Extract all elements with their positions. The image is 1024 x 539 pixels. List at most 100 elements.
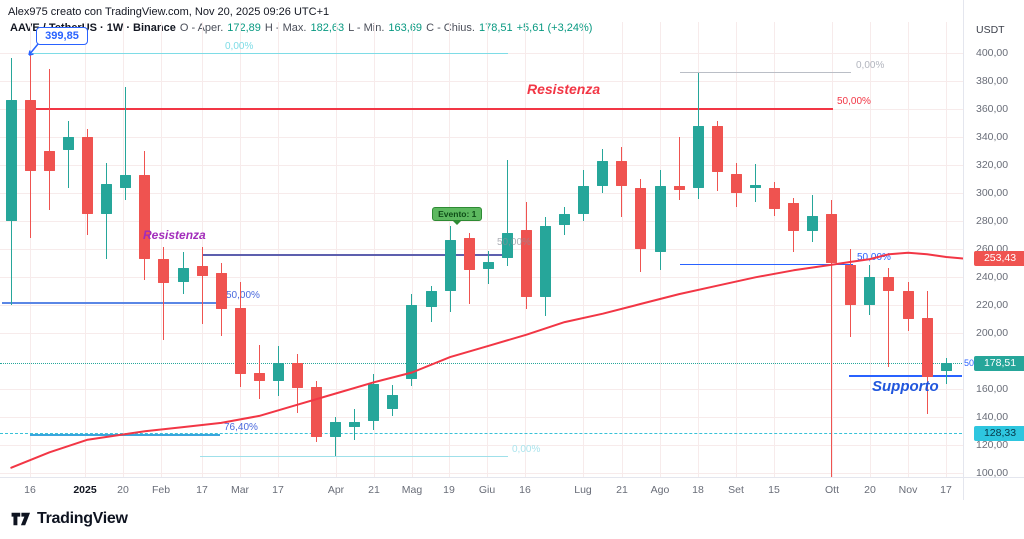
line-last-price-line[interactable] (0, 362, 962, 364)
price-tick-label: 380,00 (976, 75, 1009, 88)
candle[interactable] (807, 215, 819, 232)
candle[interactable] (597, 161, 609, 187)
candle-wick (678, 137, 680, 201)
grid-line-h (0, 165, 963, 167)
candle[interactable] (616, 161, 628, 187)
line-fib-764[interactable] (30, 434, 220, 437)
line-fib-50-left[interactable] (2, 302, 222, 305)
candle[interactable] (654, 186, 666, 253)
grid-line-v (85, 22, 86, 477)
candle[interactable] (788, 203, 800, 232)
line-fib-50-right[interactable] (680, 264, 853, 266)
line-label-fib-0-top: 0,00% (225, 40, 254, 52)
candle[interactable] (253, 372, 265, 381)
grid-line-v (30, 22, 31, 477)
candle[interactable] (330, 421, 342, 437)
candle[interactable] (902, 291, 914, 320)
price-axis-currency: USDT (976, 24, 1005, 36)
time-axis[interactable]: 16 2025 20 Feb 17 Mar 17 Apr 21 Mag 19 Giu 16 Lug 21 Ag… (0, 477, 963, 500)
grid-line-v (123, 22, 124, 477)
time-tick-label: Set (728, 484, 744, 496)
symbol-info-segment: 182,63 (310, 22, 345, 34)
candle[interactable] (578, 186, 590, 215)
candle[interactable] (292, 362, 303, 388)
candle[interactable] (63, 137, 75, 150)
chart-plot-area[interactable]: 0,00% 50,00% 0,00% 50,00% 50,00% 76,40% 0,00% R… (0, 0, 974, 478)
candle[interactable] (158, 259, 170, 283)
candle[interactable] (692, 126, 704, 188)
price-tick-label: 340,00 (976, 131, 1009, 144)
candle[interactable] (501, 232, 513, 258)
candle[interactable] (826, 214, 838, 264)
candle[interactable] (463, 238, 475, 271)
candle-wick (754, 163, 756, 202)
line-label-fib-0-gray: 0,00% (856, 60, 885, 72)
candle[interactable] (5, 99, 17, 222)
candle[interactable] (940, 363, 952, 372)
price-tick-label: 300,00 (976, 187, 1009, 200)
candle[interactable] (43, 151, 55, 171)
grid-line-v (870, 22, 871, 477)
price-axis[interactable]: USDT 400,00 380,00 360,00 340,00 320,00 300,00… (963, 0, 1024, 479)
line-label-fib-0-bottom: 0,00% (512, 444, 541, 456)
candle[interactable] (845, 264, 857, 306)
time-tick-label: Ago (650, 484, 670, 496)
tradingview-logo-icon (11, 512, 31, 526)
candle[interactable] (559, 214, 571, 226)
candle[interactable] (769, 187, 780, 209)
candle-wick (506, 159, 508, 267)
candle[interactable] (272, 362, 284, 381)
candle[interactable] (406, 305, 418, 380)
price-tick-label: 120,00 (976, 439, 1009, 452)
price-tick-label: 320,00 (976, 159, 1009, 172)
candle[interactable] (387, 394, 399, 409)
candle[interactable] (101, 183, 113, 215)
candle[interactable] (82, 137, 94, 215)
time-tick-label: 17 (272, 484, 284, 496)
candle[interactable] (215, 273, 227, 310)
grid-line-h (0, 221, 963, 223)
grid-line-h (0, 417, 963, 419)
annotation-resistenza-minor[interactable]: Resistenza (143, 228, 206, 242)
high-price-callout[interactable]: 399,85 (36, 27, 88, 45)
candle[interactable] (368, 383, 380, 422)
candle[interactable] (711, 126, 723, 173)
candle[interactable] (139, 175, 151, 260)
annotation-resistenza-main[interactable]: Resistenza (527, 81, 601, 97)
time-tick-label: Feb (151, 484, 171, 496)
candle[interactable] (444, 239, 456, 292)
candle[interactable] (673, 186, 685, 191)
time-tick-label: 20 (864, 484, 876, 496)
candle[interactable] (749, 184, 761, 188)
tradingview-logo-text: TradingView (37, 510, 128, 527)
price-axis-separator (963, 0, 964, 500)
line-level-128[interactable] (0, 432, 962, 434)
grid-line-v (908, 22, 909, 477)
candle[interactable] (120, 175, 132, 188)
candle[interactable] (24, 99, 36, 171)
candle[interactable] (730, 173, 742, 194)
symbol-info-segment: 163,69 (388, 22, 423, 34)
candle[interactable] (177, 267, 189, 282)
symbol-info-bar[interactable]: AAVE / TetherUS · 1W · Binance O - Aper. 1… (10, 22, 596, 34)
candle[interactable] (921, 317, 933, 377)
event-flag[interactable]: Evento: 1 (432, 206, 483, 225)
candle[interactable] (311, 386, 323, 437)
line-fib-0-gray[interactable] (680, 72, 851, 74)
candle[interactable] (349, 421, 361, 428)
candle[interactable] (635, 187, 647, 250)
candle[interactable] (234, 308, 246, 374)
candle[interactable] (864, 277, 876, 306)
line-purple-level[interactable] (203, 254, 505, 257)
tradingview-logo[interactable]: TradingView (10, 509, 128, 529)
candle[interactable] (540, 225, 552, 297)
line-fib-0-bottom[interactable] (200, 456, 508, 458)
line-label-fib-50-left: 50,00% (226, 290, 260, 302)
annotation-supporto[interactable]: Supporto (872, 378, 939, 395)
price-tick-label: 280,00 (976, 215, 1009, 228)
candle[interactable] (196, 266, 208, 276)
symbol-info-segment: +5,61 (+3,24%) (516, 22, 593, 34)
candle[interactable] (883, 277, 895, 292)
candle[interactable] (482, 261, 494, 269)
candle[interactable] (425, 291, 437, 307)
